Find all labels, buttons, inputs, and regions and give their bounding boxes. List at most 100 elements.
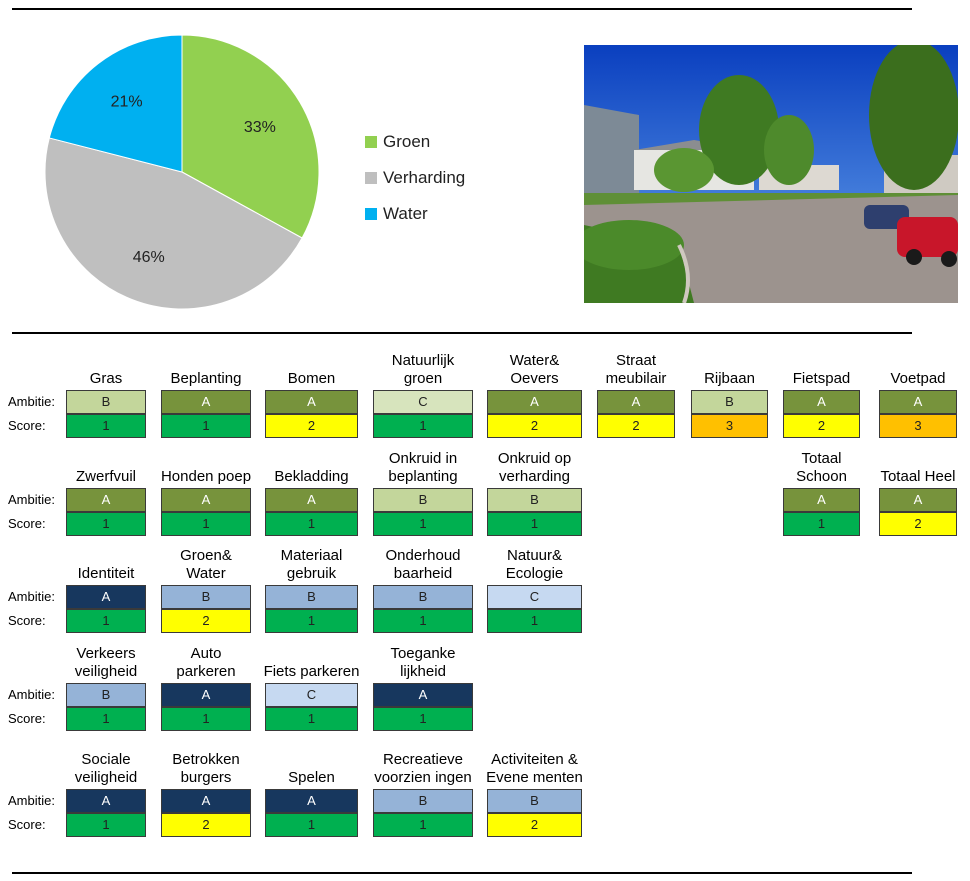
item-title: Honden poep bbox=[160, 468, 252, 485]
item-title-totaal-heel: Totaal Heel bbox=[869, 428, 967, 486]
ambitie-cell-identiteit: A bbox=[66, 585, 146, 609]
item-title: Activiteiten & Evene menten bbox=[486, 751, 583, 786]
item-title: Toeganke lijkheid bbox=[390, 645, 456, 680]
score-label: Score: bbox=[8, 418, 46, 433]
item-title-auto-parkeren: Auto parkeren bbox=[151, 623, 261, 681]
item-title: Water& Oevers bbox=[509, 352, 560, 387]
item-title: Betrokken burgers bbox=[172, 751, 240, 786]
item-title-rijbaan: Rijbaan bbox=[681, 330, 778, 388]
pie-label-groen: 33% bbox=[244, 119, 276, 136]
ambitie-cell-zwerfvuil: A bbox=[66, 488, 146, 512]
item-title-beplanting: Beplanting bbox=[151, 330, 261, 388]
ambitie-cell-onkruid-op-verharding: B bbox=[487, 488, 582, 512]
score-cell-bekladding: 1 bbox=[265, 512, 358, 536]
ambitie-label: Ambitie: bbox=[8, 589, 55, 604]
score-cell-onderhoud-baarheid: 1 bbox=[373, 609, 473, 633]
ambitie-cell-onkruid-in-beplanting: B bbox=[373, 488, 473, 512]
item-title: Voetpad bbox=[890, 370, 946, 387]
ambitie-cell-recreatieve-voorzien-ingen: B bbox=[373, 789, 473, 813]
ambitie-cell-spelen: A bbox=[265, 789, 358, 813]
score-cell-onkruid-op-verharding: 1 bbox=[487, 512, 582, 536]
ambitie-cell-activiteiten-evene-menten: B bbox=[487, 789, 582, 813]
item-title: Natuurlijk groen bbox=[391, 352, 455, 387]
ambitie-cell-totaal-heel: A bbox=[879, 488, 957, 512]
item-title: Materiaal gebruik bbox=[280, 547, 343, 582]
item-title-betrokken-burgers: Betrokken burgers bbox=[151, 729, 261, 787]
item-title-spelen: Spelen bbox=[255, 729, 368, 787]
score-cell-natuurlijk-groen: 1 bbox=[373, 414, 473, 438]
score-cell-zwerfvuil: 1 bbox=[66, 512, 146, 536]
item-title-fietspad: Fietspad bbox=[773, 330, 870, 388]
ambitie-cell-bomen: A bbox=[265, 390, 358, 414]
item-title: Gras bbox=[89, 370, 123, 387]
item-title: Recreatieve voorzien ingen bbox=[374, 751, 472, 786]
ambitie-cell-gras: B bbox=[66, 390, 146, 414]
score-cell-totaal-heel: 2 bbox=[879, 512, 957, 536]
score-cell-fiets-parkeren: 1 bbox=[265, 707, 358, 731]
item-title-bekladding: Bekladding bbox=[255, 428, 368, 486]
legend-label: Groen bbox=[383, 132, 431, 151]
legend-label: Verharding bbox=[383, 168, 466, 187]
legend-item-verharding: Verharding bbox=[365, 160, 465, 196]
score-cell-honden-poep: 1 bbox=[161, 512, 251, 536]
item-title: Bekladding bbox=[274, 468, 349, 485]
item-title-gras: Gras bbox=[56, 330, 156, 388]
item-title-fiets-parkeren: Fiets parkeren bbox=[255, 623, 368, 681]
ambitie-cell-beplanting: A bbox=[161, 390, 251, 414]
item-title: Beplanting bbox=[170, 370, 242, 387]
ambitie-cell-verkeers-veiligheid: B bbox=[66, 683, 146, 707]
item-title: Verkeers veiligheid bbox=[74, 645, 138, 680]
score-cell-sociale-veiligheid: 1 bbox=[66, 813, 146, 837]
pie-slice-water bbox=[48, 34, 183, 173]
ambitie-cell-rijbaan: B bbox=[691, 390, 768, 414]
ambitie-cell-auto-parkeren: A bbox=[161, 683, 251, 707]
item-title-toeganke-lijkheid: Toeganke lijkheid bbox=[363, 623, 483, 681]
pie-slice-verharding bbox=[44, 137, 303, 310]
legend-label: Water bbox=[383, 204, 428, 223]
score-cell-recreatieve-voorzien-ingen: 1 bbox=[373, 813, 473, 837]
pie-label-verharding: 46% bbox=[133, 249, 165, 266]
item-title-recreatieve-voorzien-ingen: Recreatieve voorzien ingen bbox=[363, 729, 483, 787]
ambitie-cell-onderhoud-baarheid: B bbox=[373, 585, 473, 609]
item-title: Onkruid op verharding bbox=[497, 450, 572, 485]
item-title-honden-poep: Honden poep bbox=[151, 428, 261, 486]
score-cell-activiteiten-evene-menten: 2 bbox=[487, 813, 582, 837]
score-cell-toeganke-lijkheid: 1 bbox=[373, 707, 473, 731]
item-title-identiteit: Identiteit bbox=[56, 525, 156, 583]
ambitie-cell-fiets-parkeren: C bbox=[265, 683, 358, 707]
legend-swatch bbox=[365, 208, 377, 220]
item-title-sociale-veiligheid: Sociale veiligheid bbox=[56, 729, 156, 787]
item-title-water-oevers: Water& Oevers bbox=[477, 330, 592, 388]
score-cell-auto-parkeren: 1 bbox=[161, 707, 251, 731]
ambitie-label: Ambitie: bbox=[8, 394, 55, 409]
street-photo-illustration bbox=[584, 45, 958, 303]
land-use-pie-chart: 33% 46% 21% bbox=[44, 34, 320, 310]
item-title-totaal-schoon: Totaal Schoon bbox=[773, 428, 870, 486]
score-cell-spelen: 1 bbox=[265, 813, 358, 837]
item-title: Sociale veiligheid bbox=[74, 751, 138, 786]
item-title: Rijbaan bbox=[704, 370, 755, 387]
item-title-materiaal-gebruik: Materiaal gebruik bbox=[255, 525, 368, 583]
item-title: Identiteit bbox=[77, 565, 135, 582]
item-title: Auto parkeren bbox=[176, 645, 236, 680]
ambitie-cell-straat-meubilair: A bbox=[597, 390, 675, 414]
item-title-onkruid-in-beplanting: Onkruid in beplanting bbox=[363, 428, 483, 486]
item-title-bomen: Bomen bbox=[255, 330, 368, 388]
score-cell-materiaal-gebruik: 1 bbox=[265, 609, 358, 633]
score-cell-straat-meubilair: 2 bbox=[597, 414, 675, 438]
legend-item-water: Water bbox=[365, 196, 465, 232]
ambitie-cell-natuurlijk-groen: C bbox=[373, 390, 473, 414]
item-title: Fiets parkeren bbox=[263, 663, 360, 680]
ambitie-cell-fietspad: A bbox=[783, 390, 860, 414]
bottom-divider bbox=[12, 872, 912, 874]
score-cell-beplanting: 1 bbox=[161, 414, 251, 438]
score-cell-water-oevers: 2 bbox=[487, 414, 582, 438]
score-label: Score: bbox=[8, 817, 46, 832]
ambitie-label: Ambitie: bbox=[8, 687, 55, 702]
score-cell-gras: 1 bbox=[66, 414, 146, 438]
item-title: Fietspad bbox=[792, 370, 851, 387]
ambitie-cell-betrokken-burgers: A bbox=[161, 789, 251, 813]
score-cell-betrokken-burgers: 2 bbox=[161, 813, 251, 837]
legend-item-groen: Groen bbox=[365, 124, 465, 160]
ambitie-cell-toeganke-lijkheid: A bbox=[373, 683, 473, 707]
